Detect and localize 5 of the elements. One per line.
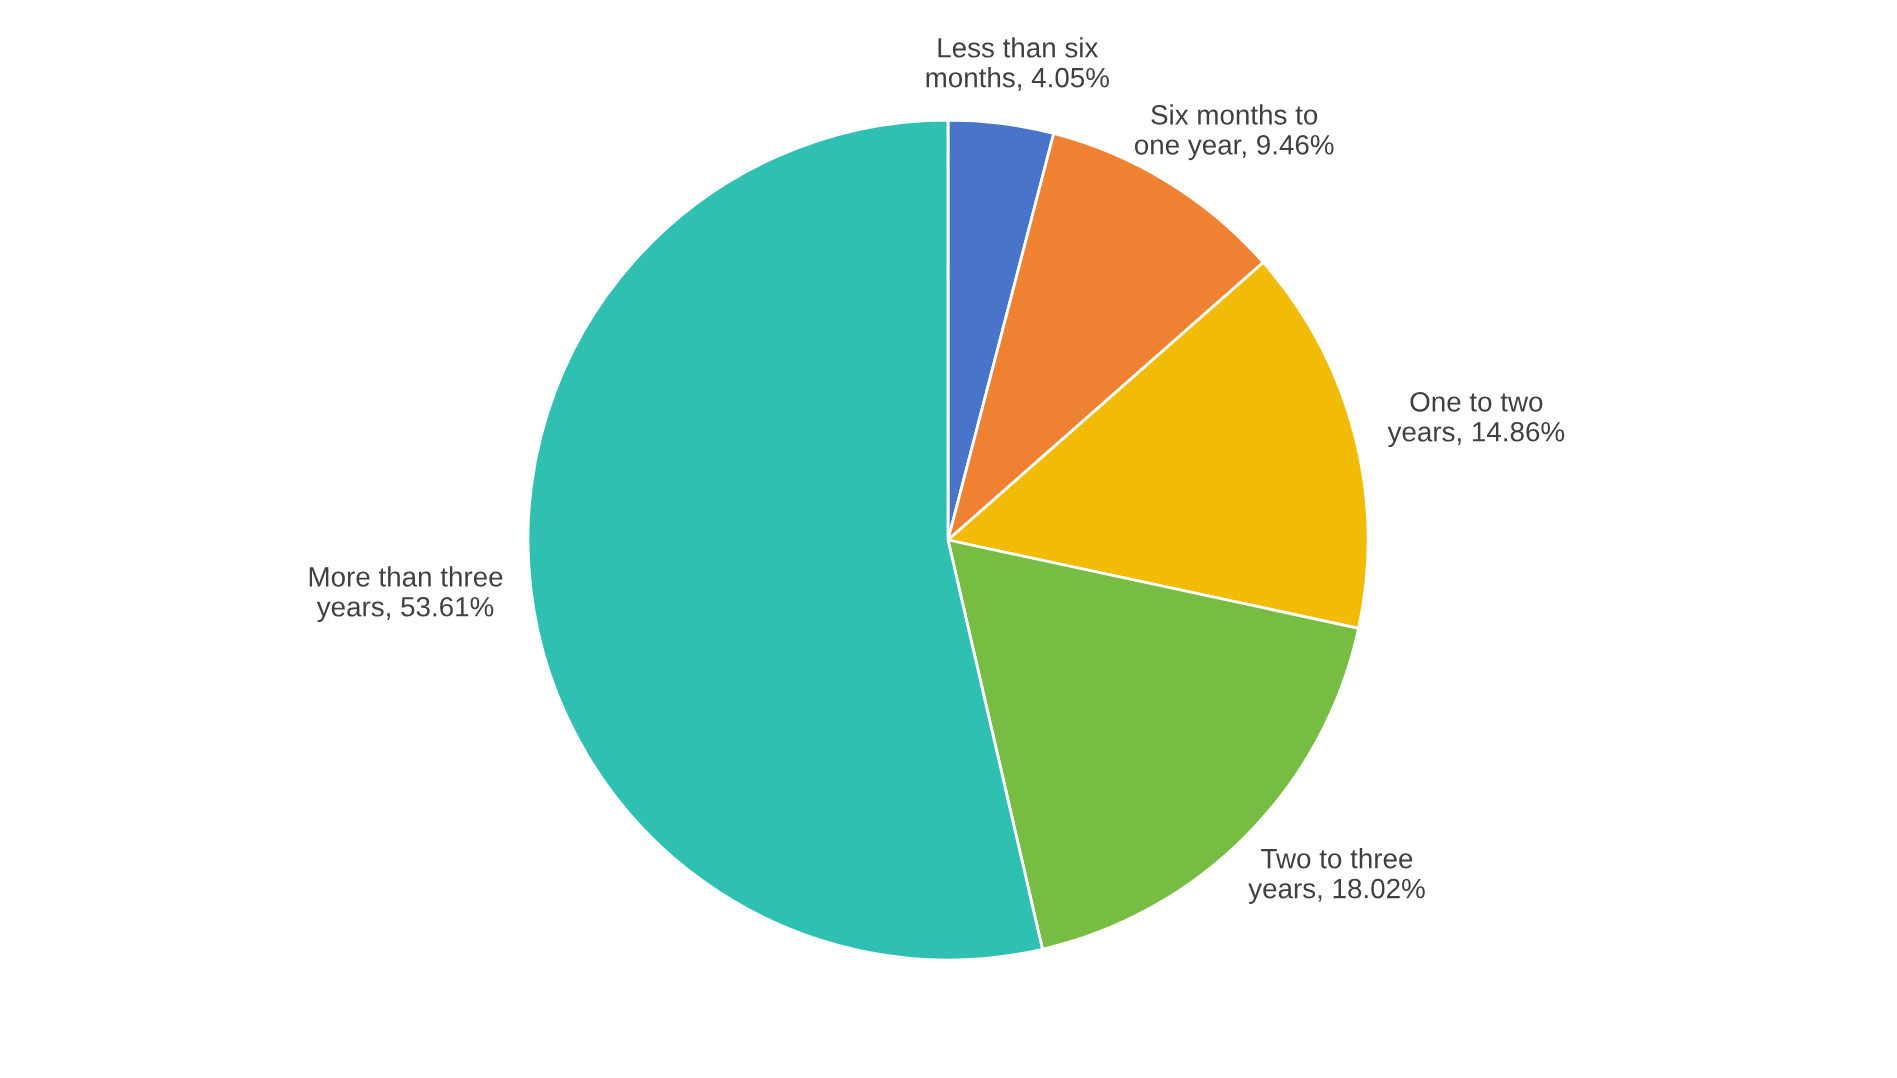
slice-label: One to two years, 14.86% (1387, 392, 1565, 448)
slice-label: Two to three years, 18.02% (1248, 848, 1425, 904)
slice-label: More than three years, 53.61% (309, 566, 503, 623)
slice-label: Less than six months, 4.05% (926, 37, 1109, 91)
slice-label: Six months to one year, 9.46% (1134, 104, 1334, 161)
